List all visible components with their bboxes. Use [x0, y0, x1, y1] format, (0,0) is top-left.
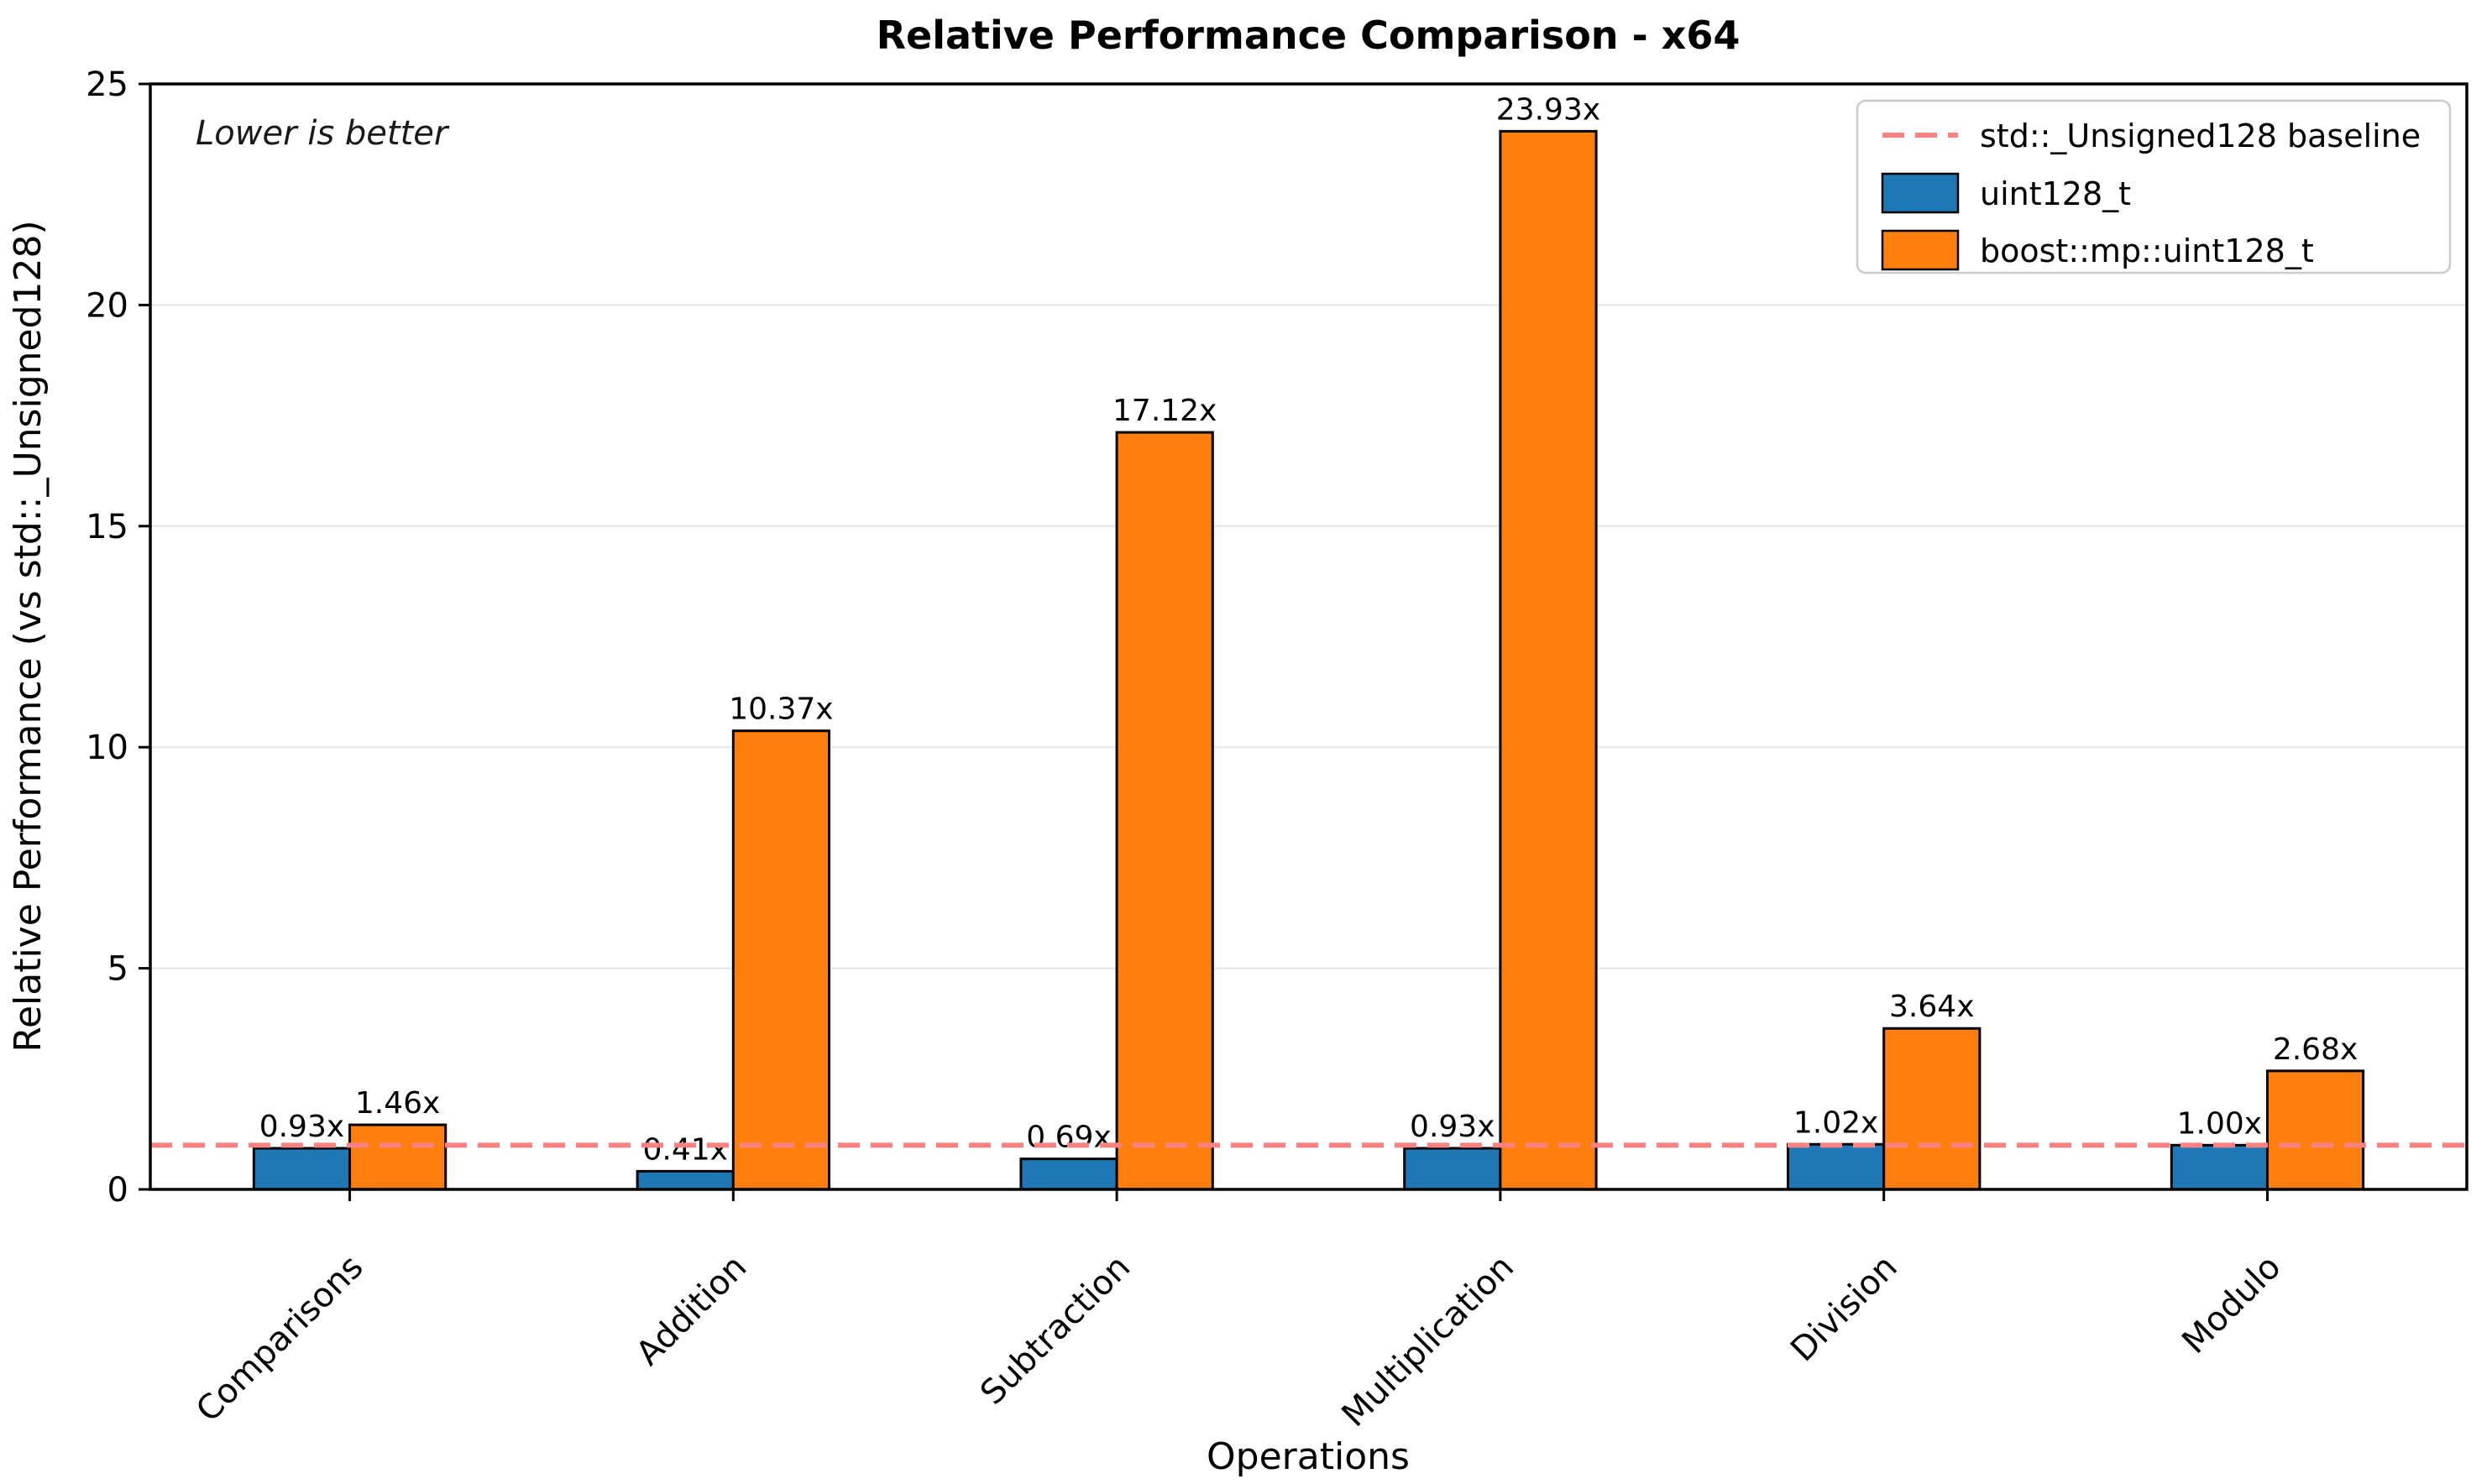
bar-value-label: 0.41x	[642, 1132, 727, 1167]
y-axis-label: Relative Performance (vs std::_Unsigned1…	[7, 220, 50, 1052]
bar	[1403, 1147, 1502, 1191]
bar	[1786, 1142, 1886, 1191]
legend-blue-swatch	[1881, 172, 1960, 214]
bar-value-label: 0.93x	[259, 1110, 344, 1144]
plot-border	[149, 82, 2468, 1191]
bar-value-label: 1.02x	[1793, 1105, 1878, 1140]
chart-title: Relative Performance Comparison - x64	[877, 13, 1741, 58]
legend-baseline-label: std::_Unsigned128 baseline	[1980, 118, 2421, 154]
legend-box	[1856, 99, 2452, 274]
legend-series1-label: uint128_t	[1980, 175, 2131, 212]
bar	[1115, 431, 1214, 1191]
bar-value-label: 3.64x	[1889, 990, 1974, 1024]
bar-value-label: 10.37x	[729, 692, 833, 727]
bar	[2170, 1143, 2269, 1191]
y-tick-label: 5	[107, 950, 128, 989]
bar	[731, 729, 831, 1191]
bar-value-label: 1.00x	[2177, 1106, 2262, 1141]
bar-value-label: 1.46x	[355, 1086, 440, 1121]
bar	[252, 1147, 352, 1191]
bar	[636, 1169, 735, 1191]
bar-value-label: 0.93x	[1410, 1110, 1495, 1144]
bar	[1499, 129, 1598, 1191]
x-tick-label: Division	[1783, 1248, 1905, 1370]
y-tick-label: 0	[107, 1171, 128, 1210]
bar	[1882, 1027, 1982, 1191]
x-tick-label: Comparisons	[189, 1248, 371, 1430]
y-tick-label: 25	[86, 65, 128, 104]
lower-is-better-annotation: Lower is better	[196, 114, 450, 153]
bar-value-label: 23.93x	[1496, 92, 1600, 127]
x-tick-label: Modulo	[2175, 1248, 2288, 1361]
y-tick-label: 10	[86, 729, 128, 767]
bar-value-label: 2.68x	[2273, 1032, 2358, 1067]
x-tick-label: Subtraction	[973, 1248, 1138, 1413]
x-tick-label: Multiplication	[1335, 1248, 1521, 1434]
legend-orange-swatch	[1881, 229, 1960, 271]
legend-series2-label: boost::mp::uint128_t	[1980, 233, 2314, 269]
y-tick-label: 20	[86, 286, 128, 325]
bar-value-label: 17.12x	[1112, 394, 1217, 428]
bar	[2265, 1069, 2365, 1191]
bar	[348, 1123, 448, 1191]
bar-value-label: 0.69x	[1026, 1121, 1111, 1155]
x-tick-label: Addition	[629, 1248, 754, 1373]
bar	[1019, 1157, 1118, 1191]
legend: std::_Unsigned128 baseline uint128_t boo…	[1856, 99, 2452, 274]
y-tick-label: 15	[86, 508, 128, 546]
x-axis-label: Operations	[1207, 1435, 1410, 1478]
